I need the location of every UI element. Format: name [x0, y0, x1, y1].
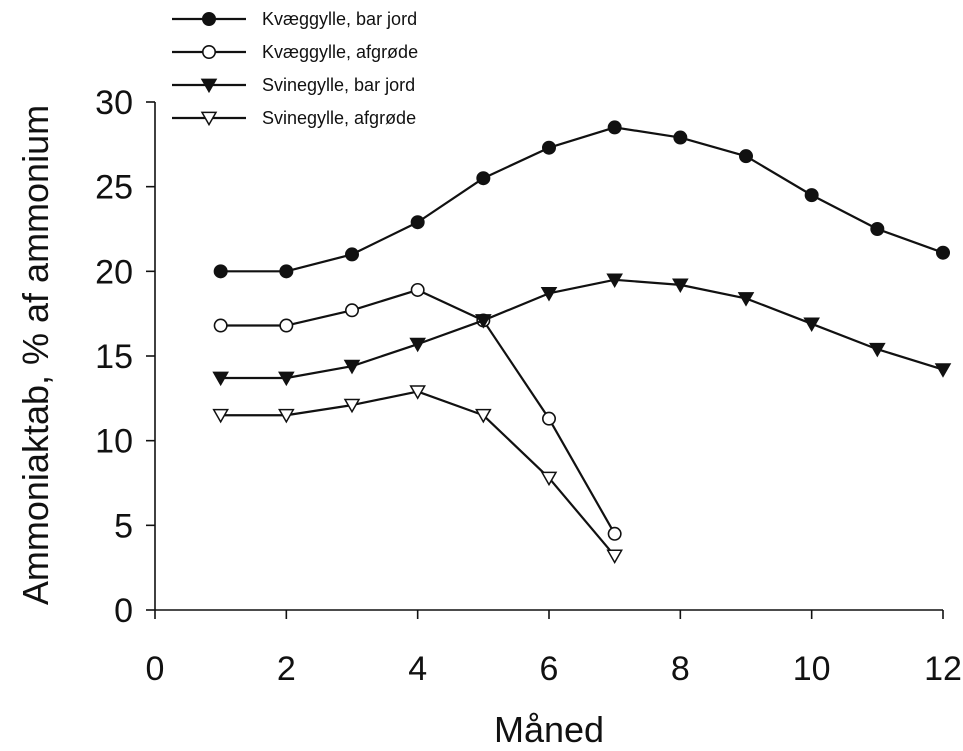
data-point [344, 303, 359, 318]
legend-label: Kvæggylle, bar jord [262, 9, 417, 29]
x-tick-label: 4 [408, 650, 427, 688]
data-point [606, 549, 623, 564]
series-svinegylle-bar-jord [212, 273, 952, 387]
y-tick-label: 30 [95, 84, 133, 122]
series-kvaeggylle-bar-jord [213, 120, 950, 279]
data-point [212, 408, 229, 424]
data-point [410, 215, 425, 230]
data-point [475, 408, 492, 424]
series-line [220, 278, 944, 380]
y-tick-label: 15 [95, 338, 133, 376]
x-tick-label: 2 [277, 650, 296, 688]
data-point [475, 314, 492, 329]
data-point [607, 526, 622, 541]
data-point [541, 140, 556, 155]
data-point [672, 278, 689, 294]
series-svinegylle-afgrode [212, 385, 623, 564]
data-point [278, 371, 295, 387]
data-point [803, 317, 820, 332]
data-point [737, 292, 755, 307]
data-point [213, 318, 228, 333]
legend-item: Kvæggylle, bar jord [172, 9, 417, 29]
data-point [278, 408, 295, 424]
legend-label: Kvæggylle, afgrøde [262, 42, 418, 62]
data-point [606, 273, 623, 288]
x-axis-title: Måned [494, 709, 604, 750]
data-point [409, 337, 426, 353]
y-tick-label: 25 [95, 169, 133, 207]
legend-item: Svinegylle, afgrøde [172, 108, 416, 128]
legend: Kvæggylle, bar jord Kvæggylle, afgrøde Svi… [172, 9, 418, 128]
axes: 0 2 4 6 8 10 12 0 5 10 15 20 25 30 [95, 84, 962, 688]
x-tick-label: 12 [924, 650, 962, 688]
data-point [935, 245, 950, 260]
y-tick-label: 20 [95, 253, 133, 291]
y-axis-title: Ammoniaktab, % af ammonium [15, 105, 56, 605]
legend-marker [202, 12, 217, 26]
x-tick-label: 8 [671, 650, 690, 688]
data-point [673, 130, 688, 145]
series-layer [212, 120, 952, 564]
data-point [343, 398, 361, 414]
legend-label: Svinegylle, afgrøde [262, 108, 416, 128]
data-point [410, 282, 425, 297]
data-point [344, 247, 359, 262]
legend-item: Svinegylle, bar jord [172, 75, 415, 95]
data-point [476, 171, 491, 186]
data-point [870, 222, 885, 237]
y-tick-label: 0 [114, 592, 133, 630]
data-point [804, 188, 819, 203]
legend-label: Svinegylle, bar jord [262, 75, 415, 95]
y-tick-label: 5 [114, 507, 133, 545]
legend-marker [200, 111, 218, 127]
series-kvaeggylle-afgrode [213, 282, 622, 541]
data-point [212, 371, 229, 387]
data-point [541, 411, 556, 426]
data-point [279, 318, 294, 333]
data-point [409, 385, 426, 400]
legend-marker [200, 78, 218, 94]
data-point [540, 471, 558, 487]
data-point [869, 342, 886, 358]
series-line [220, 126, 944, 273]
data-point [343, 359, 361, 375]
y-tick-label: 10 [95, 423, 133, 461]
data-point [738, 149, 753, 164]
data-point [607, 120, 622, 135]
data-point [934, 363, 952, 378]
x-tick-label: 10 [793, 650, 831, 688]
data-point [213, 264, 228, 279]
legend-marker [202, 44, 217, 59]
data-point [279, 264, 294, 279]
x-tick-label: 0 [146, 650, 165, 688]
data-point [540, 286, 558, 302]
x-tick-label: 6 [540, 650, 559, 688]
legend-item: Kvæggylle, afgrøde [172, 42, 418, 62]
